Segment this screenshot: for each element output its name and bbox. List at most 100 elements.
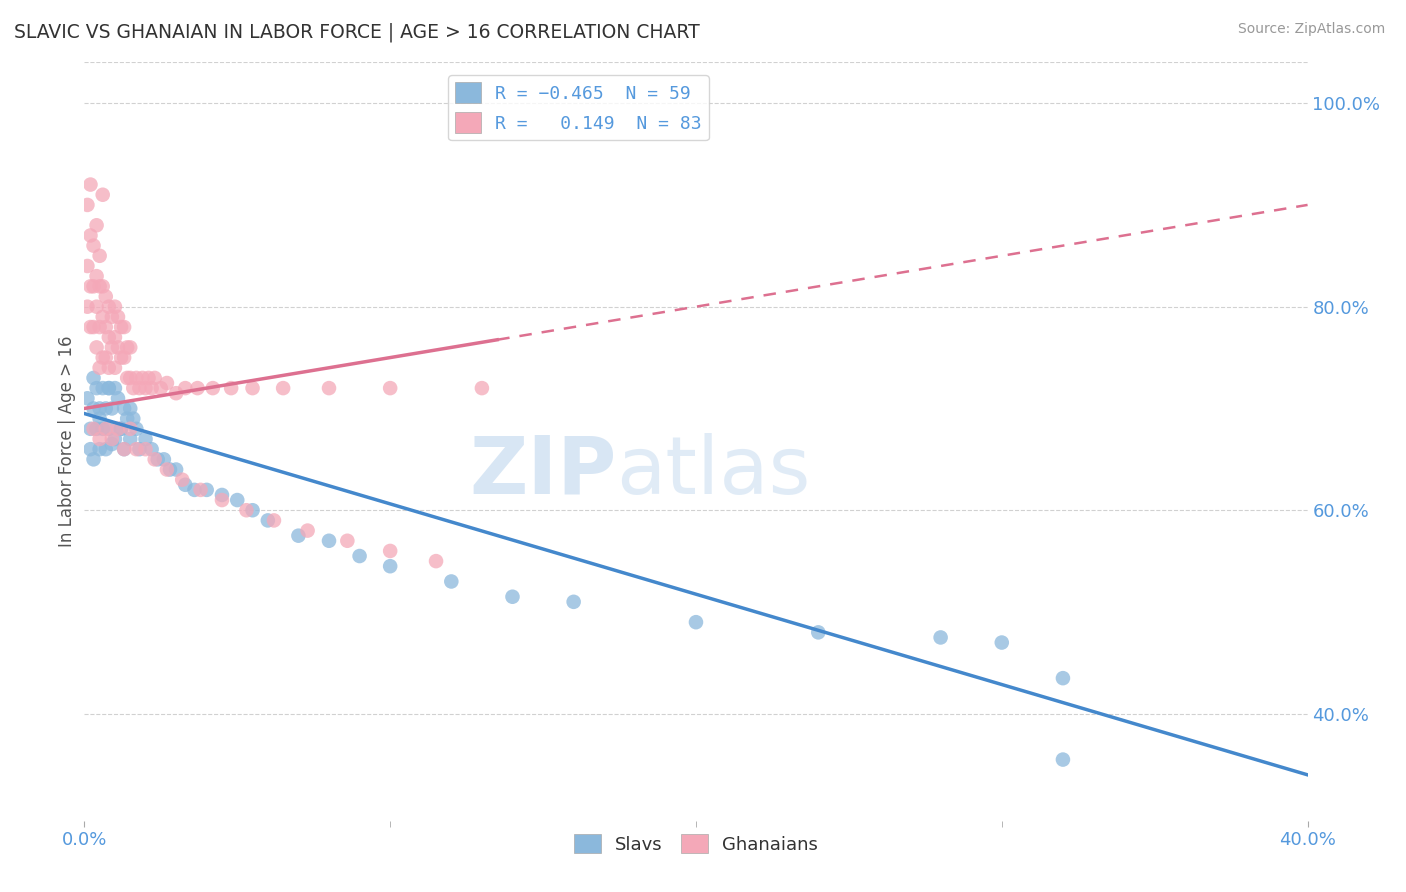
Point (143, 371, 166, 385)
Point (471, 381, 494, 395)
Point (380, 381, 402, 395)
Point (91, 381, 114, 395)
Point (271, 381, 294, 395)
Point (83, 279, 105, 293)
Point (120, 432, 142, 446)
Point (135, 381, 157, 395)
Point (104, 381, 127, 395)
Point (112, 320, 135, 334)
Point (97, 381, 120, 395)
Text: atlas: atlas (616, 433, 811, 511)
Point (107, 392, 129, 406)
Point (89, 442, 111, 457)
Point (104, 330, 127, 344)
Point (149, 381, 172, 395)
Point (89, 249, 111, 263)
Point (120, 371, 142, 385)
Point (107, 422, 129, 436)
Point (76, 300, 98, 314)
Point (257, 513, 280, 527)
Point (86, 219, 108, 233)
Point (110, 422, 132, 436)
Point (112, 401, 135, 416)
Point (91, 187, 114, 202)
Point (165, 386, 187, 401)
Text: ZIP: ZIP (470, 433, 616, 511)
Point (156, 376, 179, 390)
Point (76, 198, 98, 212)
Point (86, 300, 108, 314)
Point (318, 381, 340, 395)
Point (110, 320, 132, 334)
Point (125, 422, 148, 436)
Point (97, 360, 120, 375)
Point (94, 442, 117, 457)
Point (104, 432, 127, 446)
Point (79, 320, 101, 334)
Point (219, 381, 242, 395)
Point (174, 381, 197, 395)
Point (86, 340, 108, 354)
Point (349, 549, 371, 563)
Point (79, 228, 101, 243)
Point (79, 442, 101, 457)
Point (83, 320, 105, 334)
Point (89, 432, 111, 446)
Point (1052, 753, 1074, 767)
Point (991, 635, 1014, 649)
Point (1052, 671, 1074, 685)
Point (79, 279, 101, 293)
Point (112, 442, 135, 457)
Point (110, 422, 132, 436)
Point (141, 442, 163, 457)
Point (562, 595, 585, 609)
Point (112, 351, 135, 365)
Point (120, 422, 142, 436)
Point (125, 371, 148, 385)
Point (94, 351, 117, 365)
Point (94, 422, 117, 436)
Point (97, 330, 120, 344)
Point (685, 615, 707, 630)
Text: Source: ZipAtlas.com: Source: ZipAtlas.com (1237, 22, 1385, 37)
Point (79, 178, 101, 192)
Point (190, 483, 212, 497)
Point (91, 310, 114, 324)
Point (86, 422, 108, 436)
Point (929, 631, 952, 645)
Point (143, 452, 166, 467)
Point (89, 411, 111, 425)
Point (174, 477, 197, 491)
Point (128, 381, 150, 395)
Point (76, 392, 98, 406)
Point (91, 279, 114, 293)
Point (287, 529, 309, 543)
Point (159, 462, 181, 476)
Point (297, 524, 319, 538)
Point (211, 493, 233, 508)
Point (502, 590, 524, 604)
Point (86, 269, 108, 284)
Point (101, 432, 124, 446)
Point (425, 554, 447, 568)
Point (83, 371, 105, 385)
Point (186, 381, 208, 395)
Point (172, 473, 194, 487)
Point (91, 422, 114, 436)
Point (135, 442, 157, 457)
Point (110, 351, 132, 365)
Point (89, 360, 111, 375)
Point (112, 442, 135, 457)
Point (79, 422, 101, 436)
Point (89, 401, 111, 416)
Legend: R = −0.465  N = 59, R =   0.149  N = 83: R = −0.465 N = 59, R = 0.149 N = 83 (449, 75, 709, 140)
Point (83, 238, 105, 252)
Point (83, 401, 105, 416)
Point (91, 351, 114, 365)
Point (122, 411, 145, 425)
Point (122, 381, 145, 395)
Point (97, 381, 120, 395)
Point (120, 401, 142, 416)
Point (235, 503, 257, 517)
Point (120, 340, 142, 354)
